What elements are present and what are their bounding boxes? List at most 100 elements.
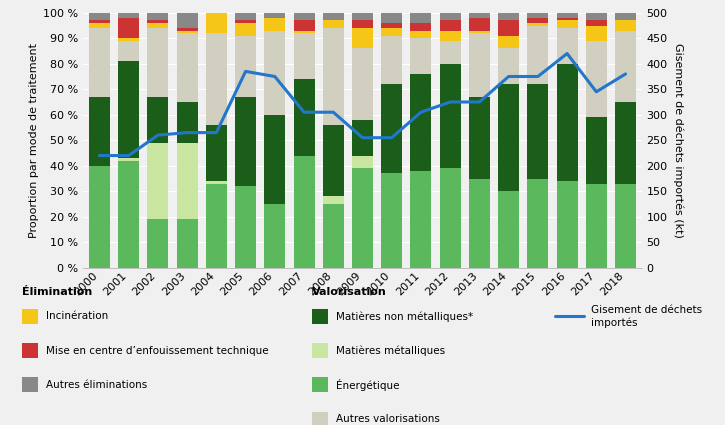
Bar (439, 31, 460, 41)
Bar (527, 23, 548, 26)
Bar (586, 13, 607, 20)
Bar (352, 168, 373, 268)
FancyBboxPatch shape (312, 309, 328, 324)
Bar (352, 28, 373, 48)
Text: Autres éliminations: Autres éliminations (46, 380, 148, 390)
Bar (147, 28, 168, 97)
Bar (147, 219, 168, 268)
Bar (294, 79, 315, 156)
Bar (498, 20, 519, 36)
Bar (498, 191, 519, 268)
Bar (89, 97, 110, 166)
Bar (381, 28, 402, 36)
Bar (147, 97, 168, 143)
Bar (615, 13, 636, 20)
Bar (206, 33, 227, 125)
Bar (294, 156, 315, 268)
Text: Valorisation: Valorisation (312, 286, 386, 297)
Bar (118, 61, 139, 158)
Bar (265, 31, 286, 115)
FancyBboxPatch shape (312, 377, 328, 392)
Bar (410, 23, 431, 31)
Bar (323, 204, 344, 268)
Bar (294, 20, 315, 31)
Bar (235, 20, 256, 23)
Bar (381, 13, 402, 23)
Bar (410, 74, 431, 171)
Text: Matières non métalliques*: Matières non métalliques* (336, 311, 473, 322)
Bar (177, 28, 198, 31)
Text: Gisement de déchets
importés: Gisement de déchets importés (591, 305, 702, 328)
Bar (557, 28, 578, 64)
Bar (469, 97, 490, 178)
Bar (177, 219, 198, 268)
Bar (469, 178, 490, 268)
Bar (323, 20, 344, 28)
Bar (177, 143, 198, 219)
Bar (147, 13, 168, 20)
Bar (615, 20, 636, 31)
Bar (89, 20, 110, 23)
Bar (177, 31, 198, 33)
Bar (235, 13, 256, 20)
Bar (410, 13, 431, 23)
Bar (381, 173, 402, 268)
Bar (235, 36, 256, 97)
Bar (439, 168, 460, 268)
Bar (381, 84, 402, 173)
Bar (265, 13, 286, 18)
Bar (323, 196, 344, 204)
FancyBboxPatch shape (22, 309, 38, 324)
Bar (118, 38, 139, 41)
Bar (118, 18, 139, 38)
Bar (439, 20, 460, 31)
Bar (381, 36, 402, 84)
Bar (177, 33, 198, 102)
Bar (177, 102, 198, 143)
Bar (147, 23, 168, 28)
Bar (147, 143, 168, 219)
Bar (557, 13, 578, 18)
Bar (352, 20, 373, 28)
Bar (294, 31, 315, 33)
Bar (498, 84, 519, 191)
Bar (586, 41, 607, 117)
Bar (352, 48, 373, 120)
Bar (147, 20, 168, 23)
Bar (557, 20, 578, 28)
Bar (352, 156, 373, 168)
Bar (235, 23, 256, 36)
Bar (615, 184, 636, 268)
Y-axis label: Gisement de déchets importés (kt): Gisement de déchets importés (kt) (674, 43, 684, 238)
Text: Énergétique: Énergétique (336, 379, 400, 391)
FancyBboxPatch shape (312, 411, 328, 425)
Bar (323, 28, 344, 125)
Bar (439, 13, 460, 20)
Bar (118, 13, 139, 18)
Bar (469, 31, 490, 33)
Bar (206, 125, 227, 181)
Bar (586, 20, 607, 26)
Bar (118, 158, 139, 161)
Bar (206, 184, 227, 268)
Bar (89, 13, 110, 20)
Bar (527, 84, 548, 178)
Bar (294, 33, 315, 79)
FancyBboxPatch shape (22, 343, 38, 358)
Bar (469, 18, 490, 31)
Bar (469, 13, 490, 18)
Bar (410, 171, 431, 268)
Bar (352, 120, 373, 156)
Bar (527, 26, 548, 84)
Text: Incinération: Incinération (46, 312, 109, 321)
Bar (439, 64, 460, 168)
Bar (586, 117, 607, 184)
Y-axis label: Proportion par mode de traitement: Proportion par mode de traitement (29, 43, 39, 238)
Bar (235, 186, 256, 268)
Bar (527, 18, 548, 23)
Text: Mise en centre d’enfouissement technique: Mise en centre d’enfouissement technique (46, 346, 269, 356)
Bar (235, 97, 256, 186)
Bar (206, 0, 227, 33)
Bar (352, 13, 373, 20)
Bar (586, 184, 607, 268)
